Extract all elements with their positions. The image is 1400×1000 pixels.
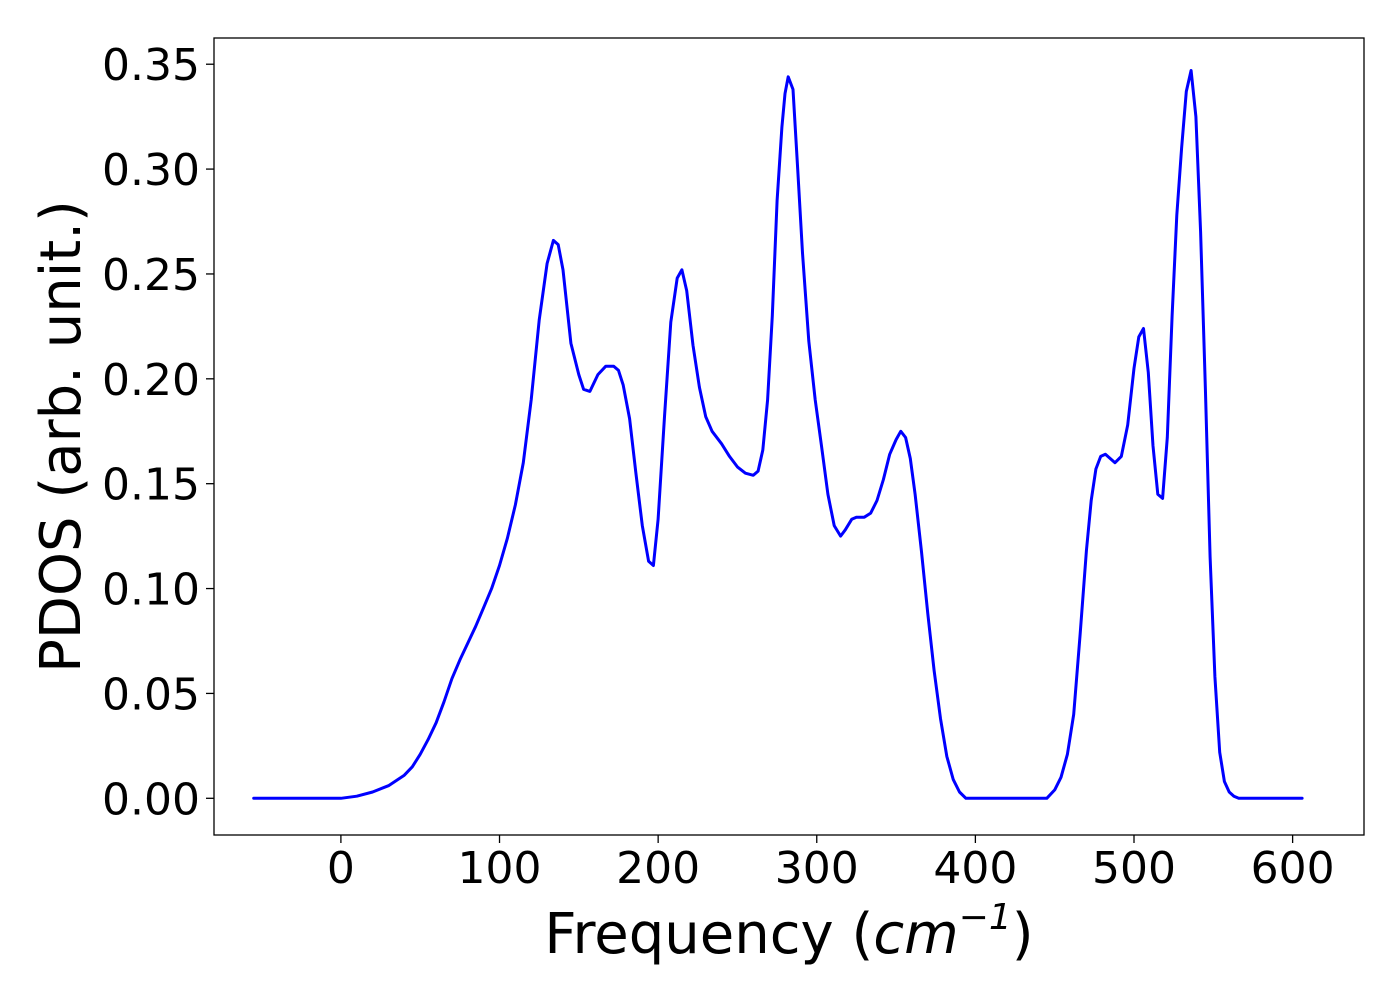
y-tick-label: 0.35 <box>102 40 200 91</box>
x-tick-label: 600 <box>1251 843 1335 894</box>
x-axis-label-unit: cm <box>873 902 958 967</box>
y-tick-label: 0.30 <box>102 145 200 196</box>
x-axis-label-prefix: Frequency ( <box>544 902 873 967</box>
plot-frame <box>213 37 1365 836</box>
y-tick-label: 0.05 <box>102 669 200 720</box>
y-tick-label: 0.25 <box>102 250 200 301</box>
y-tick-label: 0.15 <box>102 460 200 511</box>
x-tick-label: 0 <box>327 843 355 894</box>
x-axis-label-exponent: −1 <box>959 897 1012 938</box>
y-tick-label: 0.20 <box>102 355 200 406</box>
x-axis: 0 100 200 300 400 500 600 <box>327 835 1335 894</box>
x-tick-label: 400 <box>933 843 1017 894</box>
y-tick-label: 0.10 <box>102 565 200 616</box>
pdos-line <box>252 69 1304 800</box>
x-tick-label: 300 <box>775 843 859 894</box>
x-axis-label: Frequency (cm−1) <box>544 897 1033 967</box>
x-tick-label: 100 <box>458 843 542 894</box>
y-axis: 0.00 0.05 0.10 0.15 0.20 0.25 0.30 0.35 <box>102 40 214 825</box>
x-tick-label: 500 <box>1092 843 1176 894</box>
y-tick-label: 0.00 <box>102 774 200 825</box>
x-tick-label: 200 <box>616 843 700 894</box>
y-axis-label: PDOS (arb. unit.) <box>29 200 94 673</box>
x-axis-label-suffix: ) <box>1012 902 1034 967</box>
